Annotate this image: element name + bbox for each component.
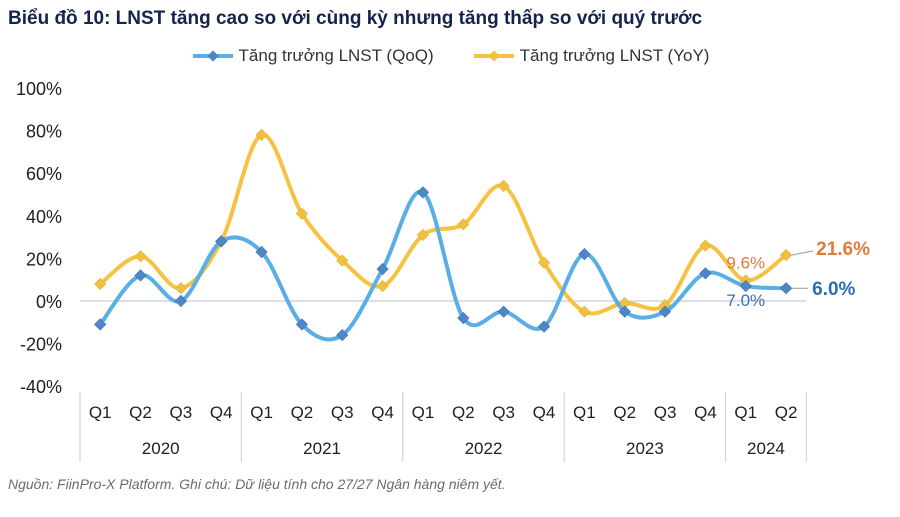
- x-tick-label-quarter: Q3: [331, 403, 354, 422]
- data-point-yoy: [537, 256, 551, 269]
- legend-item-yoy: Tăng trưởng LNST (YoY): [472, 46, 710, 66]
- data-point-qoq: [497, 305, 510, 318]
- x-tick-label-quarter: Q3: [170, 403, 193, 422]
- data-point-yoy: [295, 207, 309, 220]
- data-point-qoq: [376, 262, 389, 276]
- data-point-qoq: [255, 245, 268, 259]
- data-point-yoy: [174, 282, 187, 295]
- x-tick-label-year: 2022: [465, 439, 503, 458]
- y-tick-label: 40%: [26, 207, 62, 227]
- x-tick-label-quarter: Q1: [89, 403, 112, 422]
- x-tick-label-year: 2024: [747, 439, 785, 458]
- data-point-yoy: [497, 179, 510, 193]
- data-point-qoq: [537, 320, 551, 333]
- legend-line-yoy-icon: [473, 50, 514, 62]
- data-point-qoq: [699, 267, 712, 280]
- x-tick-label-quarter: Q3: [654, 403, 677, 422]
- data-point-yoy: [255, 128, 268, 141]
- x-tick-label-quarter: Q4: [533, 403, 556, 422]
- data-point-yoy: [699, 239, 712, 252]
- y-tick-label: 80%: [26, 122, 62, 142]
- data-label-qoq-last: 6.0%: [812, 279, 855, 300]
- data-point-qoq: [94, 318, 107, 331]
- data-point-qoq: [658, 305, 672, 318]
- y-tick-label: 60%: [26, 164, 62, 184]
- data-point-qoq: [174, 294, 187, 308]
- x-tick-label-quarter: Q4: [371, 403, 394, 422]
- data-point-yoy: [336, 254, 349, 267]
- x-tick-label-quarter: Q1: [734, 403, 757, 422]
- x-tick-label-quarter: Q1: [412, 403, 435, 422]
- data-point-qoq: [416, 186, 430, 199]
- data-point-qoq: [618, 305, 631, 318]
- series-line-yoy: [98, 132, 788, 316]
- data-point-qoq: [739, 280, 752, 293]
- x-tick-label-quarter: Q4: [694, 403, 717, 422]
- data-point-yoy: [780, 248, 793, 262]
- series-line-qoq: [98, 189, 787, 342]
- data-label-yoy-q1-2024: 9.6%: [726, 254, 765, 273]
- data-point-qoq: [336, 328, 349, 342]
- x-tick-label-quarter: Q2: [613, 403, 636, 422]
- data-label-qoq-q1-2024: 7.0%: [726, 291, 765, 310]
- x-tick-label-quarter: Q4: [210, 403, 233, 422]
- x-tick-label-year: 2023: [626, 439, 664, 458]
- data-point-yoy: [416, 228, 430, 242]
- data-point-qoq: [134, 269, 147, 282]
- data-point-yoy: [376, 280, 389, 293]
- data-point-qoq: [780, 282, 793, 295]
- x-tick-label-quarter: Q3: [492, 403, 515, 422]
- y-tick-label: -40%: [20, 377, 62, 397]
- legend-label-qoq: Tăng trưởng LNST (QoQ): [238, 46, 434, 65]
- y-tick-label: -20%: [20, 335, 62, 355]
- chart-title: Biểu đồ 10: LNST tăng cao so với cùng kỳ…: [8, 8, 703, 29]
- y-tick-label: 100%: [16, 79, 62, 99]
- data-point-qoq: [578, 248, 591, 261]
- x-tick-label-quarter: Q2: [129, 403, 152, 422]
- source-note: Nguồn: FiinPro-X Platform. Ghi chú: Dữ l…: [8, 476, 506, 492]
- x-tick-label-quarter: Q2: [291, 403, 314, 422]
- data-point-yoy: [134, 250, 147, 263]
- data-label-yoy-last: 21.6%: [816, 239, 870, 260]
- legend-item-qoq: Tăng trưởng LNST (QoQ): [191, 46, 434, 66]
- x-tick-label-year: 2021: [303, 439, 341, 458]
- data-point-yoy: [578, 305, 591, 318]
- legend-label-yoy: Tăng trưởng LNST (YoY): [519, 46, 710, 65]
- x-tick-label-quarter: Q2: [775, 403, 798, 422]
- x-tick-label-year: 2020: [142, 439, 180, 458]
- y-tick-label: 20%: [26, 249, 62, 269]
- legend-line-qoq-icon: [192, 50, 233, 62]
- y-tick-label: 0%: [36, 292, 62, 312]
- x-tick-label-quarter: Q2: [452, 403, 475, 422]
- data-point-yoy: [94, 277, 107, 291]
- x-tick-label-quarter: Q1: [573, 403, 596, 422]
- x-tick-label-quarter: Q1: [250, 403, 273, 422]
- legend: Tăng trưởng LNST (QoQ) Tăng trưởng LNST …: [0, 46, 900, 66]
- data-point-qoq: [215, 235, 228, 248]
- data-point-yoy: [457, 218, 470, 231]
- data-point-qoq: [457, 311, 470, 325]
- leader-line-yoy: [792, 250, 814, 256]
- data-point-qoq: [295, 318, 309, 331]
